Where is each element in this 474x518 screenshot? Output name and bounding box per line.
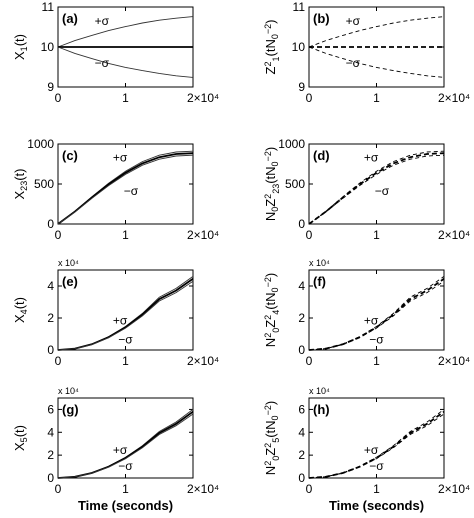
panel-g-sigma-annotation: −σ [118,459,133,473]
panel-b-ytick-label: 11 [293,0,306,14]
panel-f-ylabel: N20​Z24​(tN0​−2​) [263,273,281,347]
panel-g-xtick-label: 0 [55,482,62,496]
panel-f-xtick-label: 1 [373,354,380,368]
panel-e-scale-label: x 10⁴ [58,258,79,268]
panel-f-ytick-label: 0 [298,343,305,357]
panel-g-ylabel: X5​(t) [12,425,29,451]
panel-a-sigma-annotation: −σ [95,56,110,70]
panel-b-sigma-annotation: −σ [346,56,361,70]
panel-b-xtick-label: 2×10⁴ [438,91,470,105]
panel-g-series-line [57,413,194,479]
panel-f-scale-label: x 10⁴ [309,258,330,268]
panel-c-xtick-label: 0 [55,228,62,242]
panel-a-xtick-label: 0 [55,91,62,105]
panel-e-series-line [57,280,194,351]
panel-h-xtick-label: 1 [373,482,380,496]
panel-h-xtick-label: 2×10⁴ [438,482,470,496]
panel-c-sigma-annotation: +σ [113,151,128,165]
panel-c-panel-label: (c) [62,148,78,163]
panel-b-xtick-label: 0 [306,91,313,105]
panel-a-panel-label: (a) [62,11,78,26]
panel-c-xtick-label: 2×10⁴ [187,228,219,242]
panel-g-xtick-label: 2×10⁴ [187,482,219,496]
panel-h-xtick-label: 0 [306,482,313,496]
panel-a-sigma-annotation: +σ [95,14,110,28]
panel-g-ytick-label: 0 [47,471,54,485]
panel-e-xtick-label: 2×10⁴ [187,354,219,368]
panel-a-series-line [57,46,194,78]
panel-e-sigma-annotation: −σ [118,333,133,347]
panel-c-ytick-label: 0 [47,217,54,231]
panel-f-series-line [308,280,445,351]
panel-h-ylabel: N20​Z25​(tN0​−2​) [263,401,281,475]
panel-d-xtick-label: 0 [306,228,313,242]
panel-b-series-line [308,46,445,78]
panel-b-panel-label: (b) [313,11,330,26]
panel-b-sigma-annotation: +σ [346,14,361,28]
panel-d-sigma-annotation: −σ [375,184,390,198]
panel-b-ylabel: Z21​(tN0​−2​) [263,20,281,75]
panel-f-sigma-annotation: −σ [369,333,384,347]
panel-h-sigma-annotation: −σ [369,459,384,473]
panel-a-xtick-label: 1 [122,91,129,105]
panel-h-ytick-label: 6 [298,402,305,416]
panel-h-ytick-label: 2 [298,448,305,462]
panel-d-xtick-label: 1 [373,228,380,242]
panel-e-xtick-label: 1 [122,354,129,368]
panel-g-xtick-label: 1 [122,482,129,496]
panel-f-xtick-label: 2×10⁴ [438,354,470,368]
panel-c-sigma-annotation: −σ [124,184,139,198]
panel-g-sigma-annotation: +σ [113,443,128,457]
panel-a-ytick-label: 11 [42,0,55,14]
panel-a-xtick-label: 2×10⁴ [187,91,219,105]
panel-c-series-line [57,154,194,225]
panel-b-ytick-label: 9 [298,80,305,94]
panel-h-sigma-annotation: +σ [364,443,379,457]
panel-a-ytick-label: 9 [47,80,54,94]
panel-h-scale-label: x 10⁴ [309,386,330,396]
panel-g-xlabel: Time (seconds) [78,498,173,513]
panel-e-ytick-label: 2 [47,311,54,325]
panel-e-ylabel: X4​(t) [12,297,29,323]
panel-e-ytick-label: 4 [47,279,54,293]
panel-c-ytick-label: 500 [34,177,54,191]
panel-d-panel-label: (d) [313,148,330,163]
panel-d-xtick-label: 2×10⁴ [438,228,470,242]
panel-e-xtick-label: 0 [55,354,62,368]
panel-b-ytick-label: 10 [292,40,306,54]
panel-f-series-line [308,278,445,351]
panel-f-ytick-label: 2 [298,311,305,325]
panel-b-series-line [308,16,445,48]
panel-a-ytick-label: 10 [41,40,55,54]
panel-h-xlabel: Time (seconds) [329,498,424,513]
panel-g-ytick-label: 6 [47,402,54,416]
panel-h-series-line [308,413,445,479]
panel-h-panel-label: (h) [313,402,330,417]
panel-c-xtick-label: 1 [122,228,129,242]
panel-h-ytick-label: 0 [298,471,305,485]
panel-e-panel-label: (e) [62,274,78,289]
panel-f-xtick-label: 0 [306,354,313,368]
panel-h-ytick-label: 4 [298,425,305,439]
panel-d-ytick-label: 1000 [278,137,305,151]
panel-c-ylabel: X23​(t) [12,169,29,200]
panel-a-series-line [57,16,194,48]
panel-b-xtick-label: 1 [373,91,380,105]
panel-a-ylabel: X1​(t) [12,34,29,60]
panel-e-sigma-annotation: +σ [113,313,128,327]
panel-d-ylabel: N0​Z223​(tN0​−2​) [263,147,281,221]
panel-d-ytick-label: 500 [285,177,305,191]
panel-c-ytick-label: 1000 [27,137,54,151]
panel-f-panel-label: (f) [313,274,326,289]
panel-g-ytick-label: 4 [47,425,54,439]
panel-g-ytick-label: 2 [47,448,54,462]
panel-g-scale-label: x 10⁴ [58,386,79,396]
panel-d-ytick-label: 0 [298,217,305,231]
panel-e-ytick-label: 0 [47,343,54,357]
panel-d-sigma-annotation: +σ [364,151,379,165]
panel-f-sigma-annotation: +σ [364,313,379,327]
panel-g-panel-label: (g) [62,402,79,417]
panel-f-ytick-label: 4 [298,279,305,293]
